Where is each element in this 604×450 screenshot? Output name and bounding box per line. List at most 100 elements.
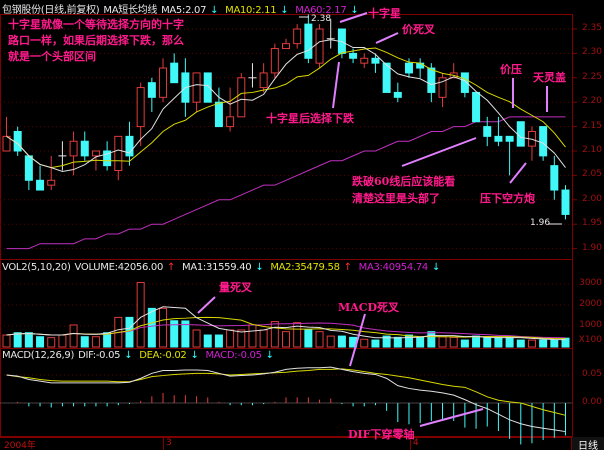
candle-body [282, 43, 290, 50]
volume-bar [527, 339, 536, 348]
date-label-april: 4 [413, 438, 419, 448]
volume-bar [539, 339, 548, 348]
candle [147, 77, 156, 112]
up-arrow-icon: ↑ [343, 262, 352, 273]
candle [527, 126, 536, 161]
candle [360, 53, 369, 69]
price-tick-label: 2.10 [581, 145, 602, 155]
volume-bar [404, 334, 413, 348]
candle [315, 24, 324, 69]
candle [103, 141, 112, 171]
ma60-line [6, 116, 566, 250]
price-tick-label: 2.00 [581, 193, 602, 204]
annotation-break60-line1: 跌破60线后应该能看 [352, 175, 456, 188]
volume-bar [24, 332, 33, 348]
candle-body [304, 23, 313, 59]
ma5-value: MA5:2.07 [161, 5, 207, 16]
candle-body [315, 28, 324, 64]
up-arrow-icon: ↑ [167, 262, 176, 273]
ma-lines-layer [6, 39, 566, 173]
candle-body [69, 140, 78, 157]
volume-ma2: MA2:35479.58 [270, 262, 340, 273]
candle [516, 121, 525, 147]
candle [282, 38, 290, 50]
volume-bar [170, 320, 179, 348]
volume-bar [315, 331, 324, 348]
volume-bar [58, 334, 67, 348]
volume-bar [483, 336, 492, 348]
candle [47, 155, 56, 191]
candle-body [47, 179, 56, 186]
volume-ma1: MA1:31559.40 [182, 262, 252, 273]
arrow-doji-then-fall [332, 61, 340, 109]
annotation-break60-line2: 清楚这里是头部了 [352, 192, 440, 205]
candle-body [427, 67, 436, 93]
candle [259, 63, 268, 93]
volume-bar [69, 324, 78, 348]
volume-bar [472, 335, 481, 348]
volume-bar [393, 336, 402, 348]
candle [483, 116, 492, 147]
down-arrow-icon: ↓ [431, 262, 441, 273]
candle [214, 87, 223, 128]
volume-bar [181, 320, 190, 348]
arrow-price-death-cross [375, 32, 399, 44]
ma60-layer [6, 116, 566, 250]
macd-tick-label: 0.00 [581, 397, 602, 407]
candle-body [293, 28, 302, 45]
price-tick-label: 2.20 [581, 96, 602, 107]
annotation-volume-death-cross: 量死叉 [219, 281, 252, 294]
date-label-year: 2004年 [4, 441, 36, 450]
price-tick-label: 1.95 [581, 218, 602, 229]
candle [2, 116, 11, 152]
annotation-bearish-cannon: 压下空方炮 [480, 192, 535, 205]
volume-bar [192, 329, 201, 348]
volume-bar [438, 336, 447, 348]
candle [472, 91, 481, 123]
candle [203, 72, 212, 103]
ma5-down-arrow-icon: ↓ [210, 5, 219, 16]
candle-body [237, 77, 246, 118]
volume-bar [259, 329, 268, 348]
ma60-down-arrow-icon: ↓ [350, 5, 359, 16]
candle-body [91, 150, 100, 157]
period-button[interactable]: 日线 [571, 437, 604, 450]
candle-body [371, 57, 380, 64]
candle [24, 155, 33, 191]
candle-body [136, 87, 145, 128]
candle [393, 82, 402, 103]
volume-ma1-line [6, 306, 566, 341]
volume-bar [2, 334, 11, 348]
candle-body [226, 116, 235, 128]
candle [36, 165, 45, 191]
volume-bar [416, 336, 425, 348]
candle [91, 150, 100, 171]
volume-bar [382, 335, 391, 348]
volume-bar [80, 336, 89, 348]
candle [561, 185, 570, 220]
candle [237, 72, 246, 118]
price-tick-label: 2.15 [581, 120, 602, 131]
candle-body [270, 48, 279, 74]
candle-body [550, 165, 559, 191]
volume-indicator-name: VOL2(5,10,20) [2, 262, 71, 273]
annotation-doji: 十字星 [368, 7, 401, 20]
candle [326, 19, 335, 49]
ma60-value: MA60:2.17 [295, 5, 347, 16]
candle [226, 87, 235, 132]
candle [293, 24, 302, 49]
candle-body [159, 67, 168, 98]
volume-ma3: MA3:40954.74 [358, 262, 429, 273]
ma10-down-arrow-icon: ↓ [280, 5, 289, 16]
macd-layer [0, 366, 572, 445]
candle [416, 58, 425, 78]
arrow-doji [339, 12, 368, 23]
candle-body [103, 150, 112, 167]
volume-layer [2, 282, 570, 348]
candle-body [505, 135, 514, 142]
stock-title: 包钢股份(日线,前复权) [2, 5, 100, 16]
candle [382, 62, 391, 93]
candle-body [214, 101, 223, 128]
